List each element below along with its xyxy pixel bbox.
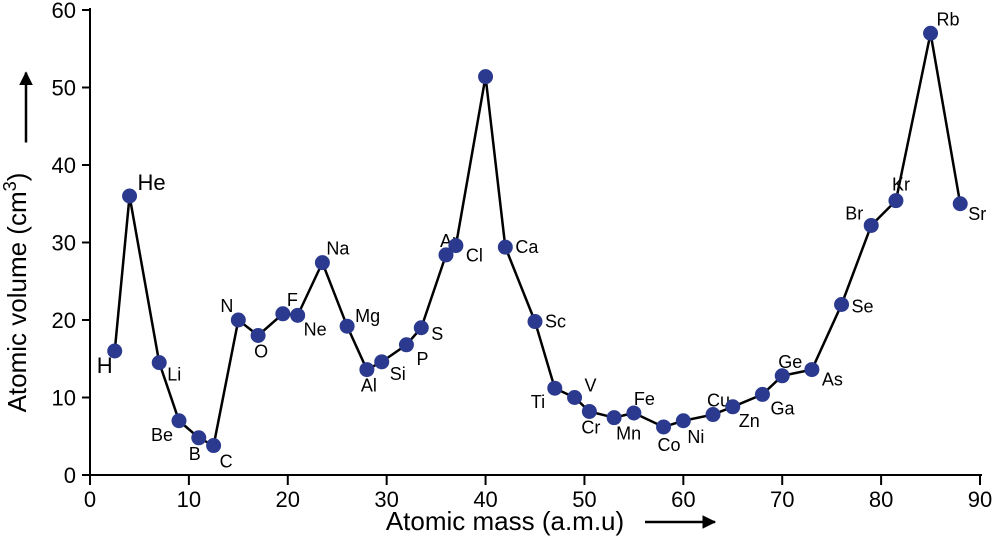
point-label: Mg [355,306,380,326]
point-label: Be [151,425,173,445]
y-tick-label: 60 [52,0,76,23]
point-label: Cl [466,246,483,266]
y-tick-label: 0 [64,463,76,488]
y-tick-label: 10 [52,386,76,411]
y-tick-label: 40 [52,153,76,178]
y-tick-label: 20 [52,308,76,333]
point-label: H [97,353,113,378]
point-label: Ni [687,427,704,447]
data-point [360,363,374,377]
point-label: Sc [545,312,566,332]
point-label: F [287,290,298,310]
data-point [582,404,596,418]
point-label: N [220,296,233,316]
data-point [207,439,221,453]
point-label: Fe [634,389,655,409]
x-tick-label: 10 [177,487,201,512]
data-point [449,239,463,253]
point-label: Rb [937,9,960,29]
point-label: B [189,444,201,464]
point-label: Sr [968,204,986,224]
data-point [340,319,354,333]
point-label: Ge [778,352,802,372]
point-label: P [416,349,428,369]
point-label: Si [390,364,406,384]
point-label: Ca [515,237,539,257]
data-point [192,431,206,445]
data-point [657,420,671,434]
data-point [291,308,305,322]
data-point [924,26,938,40]
point-label: Ga [770,398,795,418]
point-label: Cr [581,417,600,437]
data-point [864,218,878,232]
atomic-volume-chart: 01020304050607080900102030405060HHeLiBeB… [0,0,1003,543]
point-label: Li [167,365,181,385]
point-label: V [585,376,597,396]
data-point [528,315,542,329]
data-point [755,387,769,401]
data-point [607,411,621,425]
chart-bg [0,0,1003,543]
x-tick-label: 20 [276,487,300,512]
x-tick-label: 0 [84,487,96,512]
point-label: Zn [739,411,760,431]
data-point [375,355,389,369]
point-label: As [822,370,843,390]
data-point [889,194,903,208]
data-point [548,381,562,395]
point-label: Se [852,297,874,317]
y-tick-label: 50 [52,76,76,101]
data-point [399,338,413,352]
y-axis-label: Atomic volume (cm3) [0,173,32,413]
x-axis-label: Atomic mass (a.m.u) [386,506,624,536]
point-label: C [220,452,233,472]
data-point [498,240,512,254]
data-point [726,400,740,414]
data-point [805,363,819,377]
point-label: Br [845,203,863,223]
data-point [835,298,849,312]
x-tick-label: 60 [671,487,695,512]
data-point [414,321,428,335]
point-label: Al [361,376,377,396]
data-point [152,356,166,370]
point-label: Mn [616,424,641,444]
data-point [172,414,186,428]
data-point [123,189,137,203]
data-point [568,391,582,405]
x-tick-label: 70 [770,487,794,512]
point-label: Ne [304,319,327,339]
x-tick-label: 80 [869,487,893,512]
data-point [479,70,493,84]
point-label: Ti [531,392,545,412]
point-label: Co [658,435,681,455]
point-label: O [254,342,268,362]
point-label: Kr [892,175,910,195]
data-point [251,329,265,343]
data-point [231,313,245,327]
x-tick-label: 90 [968,487,992,512]
point-label: S [431,324,443,344]
data-point [953,197,967,211]
y-tick-label: 30 [52,231,76,256]
point-label: Na [326,239,350,259]
point-label: He [138,170,166,195]
data-point [676,414,690,428]
